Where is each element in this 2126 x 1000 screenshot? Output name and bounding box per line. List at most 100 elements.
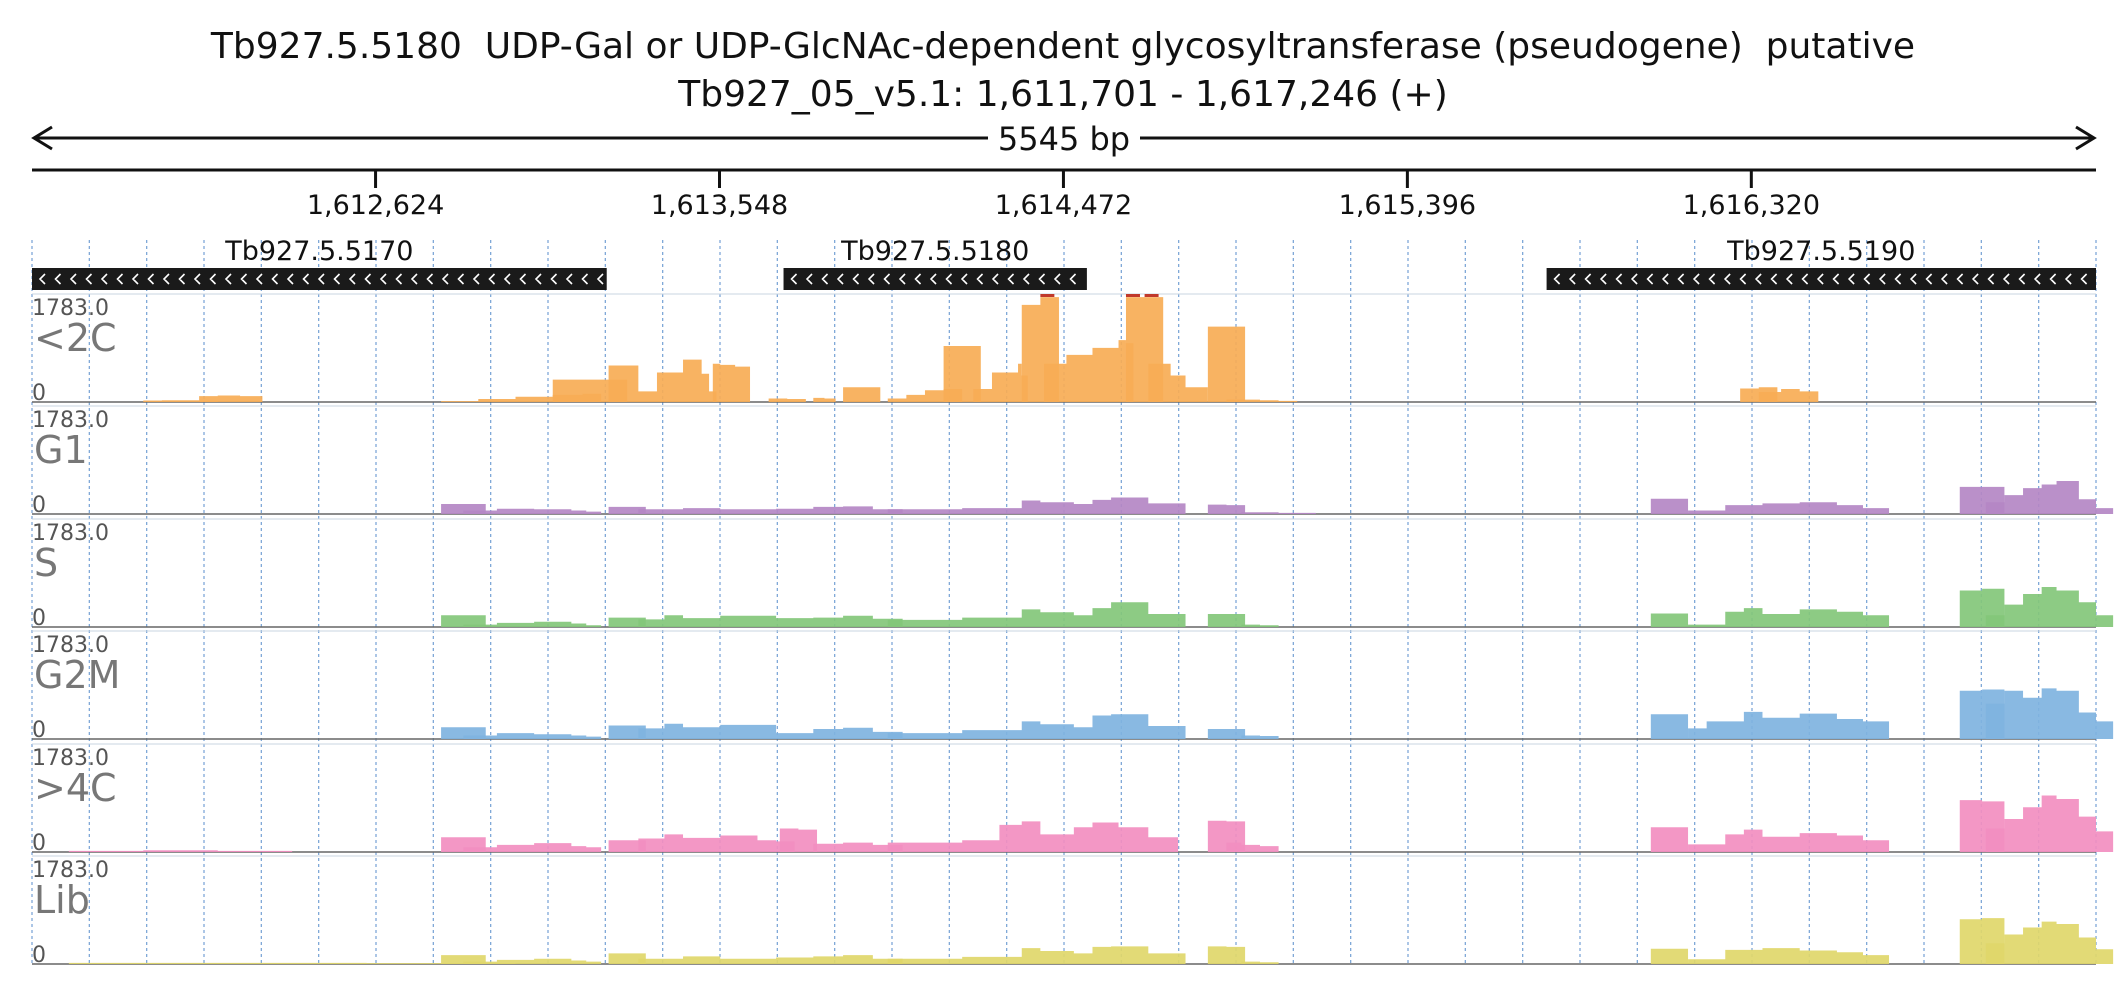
coverage->4C-segment: [1650, 827, 1689, 852]
ruler-tick-label: 1,615,396: [1339, 190, 1476, 221]
coverage-<2C-segment: [1044, 340, 1134, 402]
gene-Tb927.5.5190[interactable]: [1546, 268, 2096, 290]
coverage-G1-segment: [1985, 481, 2114, 514]
coverage-Lib-segment: [68, 962, 516, 964]
coverage-G2M-segment: [608, 725, 646, 739]
coverage-G2M-segment: [887, 714, 1186, 739]
gene-Tb927.5.5180[interactable]: [783, 268, 1087, 290]
gene-strand-arrows: [38, 273, 604, 285]
coverage-G2M-segment: [1985, 688, 2114, 739]
track-ymax-label: 1783.0: [32, 408, 109, 433]
gene-strand-arrows: [1553, 273, 2088, 285]
coverage-Lib-segment: [1688, 948, 1890, 964]
coverage-<2C-segment: [973, 363, 1028, 402]
track-name-G2M: G2M: [34, 653, 120, 697]
coverage-S-segment: [1207, 614, 1246, 627]
coverage-G1-segment: [887, 497, 1186, 514]
coverage->4C-segment: [1226, 842, 1279, 852]
coverage-<2C-segment: [843, 387, 881, 402]
coverage->4C-segment: [887, 821, 1179, 852]
track-ymax-label: 1783.0: [32, 296, 109, 321]
coverage-S-segment: [441, 615, 486, 627]
span-label: 5545 bp: [998, 120, 1130, 158]
coverage-<2C-segment: [1207, 326, 1246, 402]
span-arrow-right-head: [2075, 125, 2097, 151]
coverage-S-segment: [1985, 586, 2114, 627]
coverage-<2C-segment: [1148, 363, 1231, 402]
track-name-Lib: Lib: [34, 878, 90, 922]
coverage-G2M-segment: [463, 733, 602, 739]
coverage->4C-segment: [463, 843, 602, 852]
coverage-S-segment: [638, 615, 903, 627]
coverage->4C-segment: [813, 842, 903, 852]
track-ymin-label: 0: [32, 831, 46, 856]
track-name-<2C: <2C: [34, 316, 117, 360]
coverage-S-segment: [1688, 608, 1890, 627]
coverage->4C-segment: [638, 834, 795, 852]
ruler-tick-label: 1,614,472: [995, 190, 1132, 221]
coverage-<2C-segment: [943, 346, 981, 402]
track-ymax-label: 1783.0: [32, 633, 109, 658]
track-ymin-label: 0: [32, 943, 46, 968]
ruler-tick-label: 1,613,548: [651, 190, 788, 221]
track-ymax-label: 1783.0: [32, 858, 109, 883]
coverage->4C-segment: [779, 828, 818, 852]
coverage-<2C-segment: [813, 397, 836, 402]
track-name-G1: G1: [34, 428, 88, 472]
chart-subtitle: Tb927_05_v5.1: 1,611,701 - 1,617,246 (+): [678, 74, 1448, 115]
coverage-G1-segment: [1241, 512, 1316, 514]
ruler-tick-label: 1,612,624: [307, 190, 444, 221]
gene-label: Tb927.5.5180: [840, 236, 1029, 267]
coverage->4C-segment: [68, 850, 293, 852]
coverage-Lib-segment: [1207, 946, 1246, 964]
ruler-tick-label: 1,616,320: [1683, 190, 1820, 221]
coverage->4C-segment: [1985, 795, 2114, 852]
coverage-<2C-segment: [768, 398, 806, 402]
coverage-G2M-segment: [638, 723, 903, 739]
track-ymax-label: 1783.0: [32, 521, 109, 546]
overflow-marker: [1125, 294, 1140, 297]
coverage-G2M-segment: [1688, 711, 1890, 739]
coverage-S-segment: [1241, 624, 1279, 627]
track-ymin-label: 0: [32, 718, 46, 743]
coverage-S-segment: [1650, 613, 1689, 627]
coverage-G2M-segment: [1207, 728, 1246, 739]
coverage-<2C-segment: [199, 395, 263, 402]
gene-label: Tb927.5.5170: [224, 236, 413, 267]
track-name->4C: >4C: [34, 766, 117, 810]
coverage-G1-segment: [608, 506, 646, 514]
track-ymin-label: 0: [32, 493, 46, 518]
coverage-G2M-segment: [1650, 714, 1689, 739]
coverage-G2M-segment: [1241, 735, 1279, 739]
coverage-Lib-segment: [638, 955, 903, 964]
coverage-Lib-segment: [1650, 948, 1689, 964]
track-ymin-label: 0: [32, 381, 46, 406]
coverage-Lib-segment: [1241, 961, 1279, 964]
coverage-G1-segment: [1688, 502, 1890, 514]
coverage-S-segment: [608, 617, 646, 627]
gene-strand-arrows: [790, 273, 1077, 285]
chart-title: Tb927.5.5180 UDP-Gal or UDP-GlcNAc-depen…: [210, 26, 1916, 67]
track-ymin-label: 0: [32, 606, 46, 631]
overflow-marker: [1144, 294, 1159, 297]
coverage-G1-segment: [1650, 498, 1689, 514]
span-arrow-left-head: [31, 125, 53, 151]
gene-label: Tb927.5.5190: [1726, 236, 1915, 267]
coverage-S-segment: [887, 602, 1186, 627]
coverage-S-segment: [463, 621, 602, 627]
coverage-Lib-segment: [608, 953, 646, 964]
coverage->4C-segment: [1688, 829, 1890, 852]
track-name-S: S: [34, 541, 58, 585]
coverage->4C-segment: [608, 840, 646, 852]
coverage-Lib-segment: [1985, 921, 2114, 964]
coverage-Lib-segment: [463, 958, 602, 964]
coverage-G1-segment: [463, 508, 602, 514]
coverage-Lib-segment: [887, 946, 1186, 964]
track-ymax-label: 1783.0: [32, 746, 109, 771]
coverage-<2C-segment: [712, 363, 751, 402]
coverage-<2C-segment: [608, 359, 717, 402]
coverage-<2C-segment: [1758, 389, 1819, 402]
coverage-G1-segment: [638, 506, 903, 514]
